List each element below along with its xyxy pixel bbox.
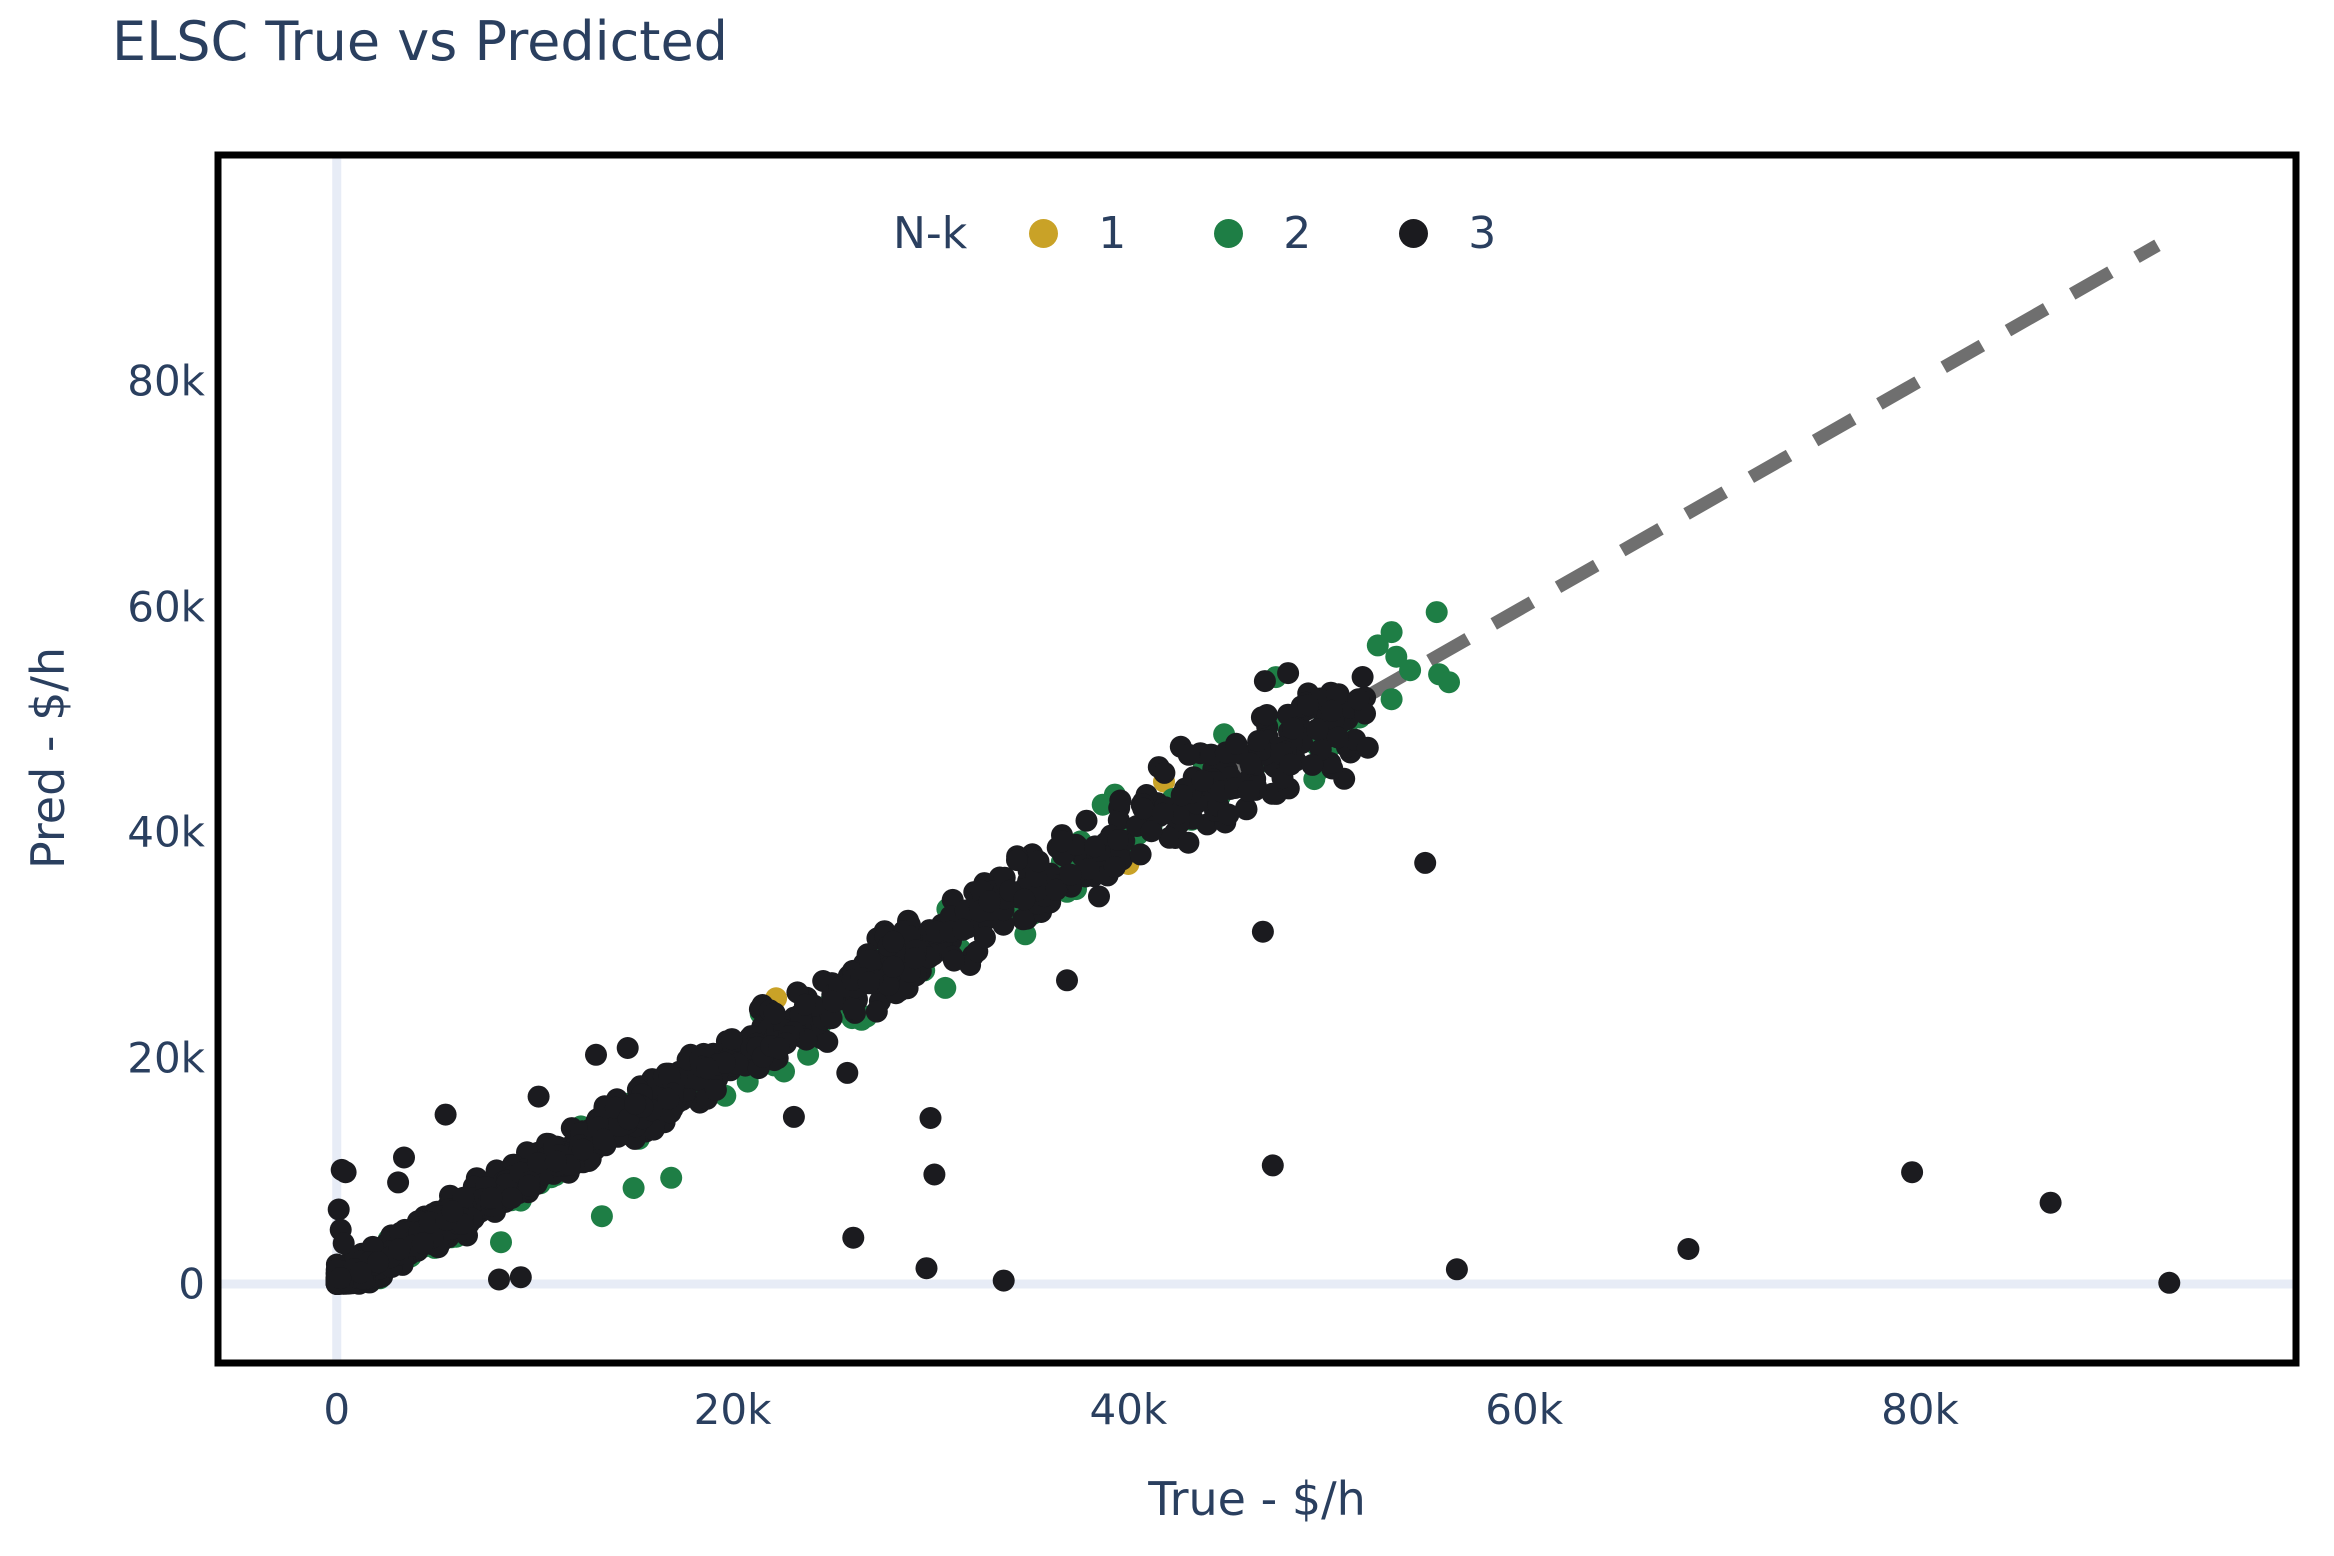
legend-item-label: 1 <box>1098 208 1127 259</box>
x-axis-title: True - $/h <box>1148 1472 1366 1526</box>
y-tick-label: 60k <box>127 582 205 632</box>
legend-marker-icon <box>1399 219 1429 248</box>
plot-area <box>218 155 2296 1363</box>
legend-item-3[interactable]: 3 <box>1399 208 1496 259</box>
legend: N-k 1 2 3 <box>893 208 1584 259</box>
series-3-points <box>325 662 2181 1295</box>
legend-title: N-k <box>893 208 968 259</box>
legend-item-label: 3 <box>1468 208 1497 259</box>
y-tick-label: 80k <box>127 356 205 406</box>
x-tick-label: 60k <box>1485 1385 1564 1434</box>
y-tick-label: 20k <box>127 1033 205 1083</box>
y-tick-label: 40k <box>127 807 205 857</box>
y-tick-label: 0 <box>178 1259 205 1309</box>
legend-item-1[interactable]: 1 <box>1029 208 1126 259</box>
legend-marker-icon <box>1029 219 1059 248</box>
chart-title: ELSC True vs Predicted <box>112 10 728 73</box>
legend-items: 1 2 3 <box>1029 208 1584 259</box>
x-tick-label: 80k <box>1881 1385 1959 1434</box>
x-tick-label: 20k <box>693 1385 772 1434</box>
legend-item-2[interactable]: 2 <box>1214 208 1311 259</box>
legend-marker-icon <box>1214 219 1244 248</box>
x-tick-label: 0 <box>323 1385 351 1434</box>
legend-item-label: 2 <box>1283 208 1312 259</box>
y-axis-title: Pred - $/h <box>21 646 75 870</box>
x-tick-label: 40k <box>1089 1385 1168 1434</box>
plot-frame <box>214 151 2300 1367</box>
